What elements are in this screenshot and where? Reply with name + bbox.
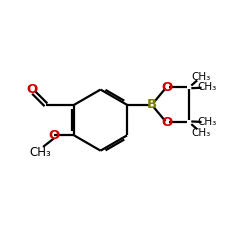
Text: CH₃: CH₃ xyxy=(192,72,211,82)
Text: CH₃: CH₃ xyxy=(197,118,216,128)
Text: O: O xyxy=(26,83,37,96)
Text: B: B xyxy=(146,98,156,111)
Text: O: O xyxy=(161,116,172,129)
Text: CH₃: CH₃ xyxy=(29,146,51,159)
Text: CH₃: CH₃ xyxy=(192,128,211,138)
Text: CH₃: CH₃ xyxy=(197,82,216,92)
Text: O: O xyxy=(48,129,60,142)
Text: O: O xyxy=(161,81,172,94)
